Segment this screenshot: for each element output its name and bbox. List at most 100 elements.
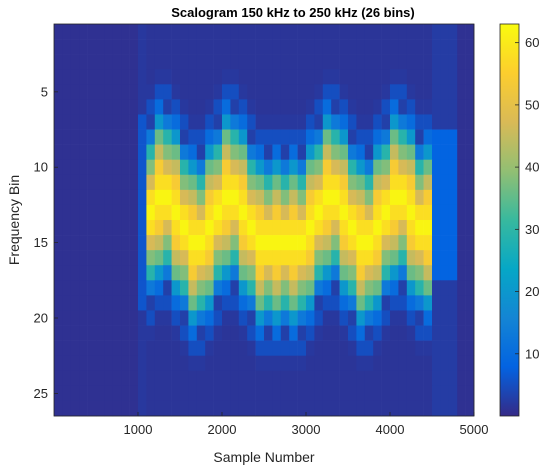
heatmap-cell [138, 174, 147, 191]
heatmap-cell [322, 114, 332, 130]
heatmap-cell [432, 129, 441, 145]
heatmap-cell [423, 355, 433, 372]
heatmap-cell [457, 24, 466, 40]
heatmap-cell [348, 174, 357, 191]
heatmap-cell [138, 355, 147, 372]
heatmap-cell [79, 189, 88, 206]
heatmap-cell [104, 250, 114, 266]
heatmap-cell [180, 174, 189, 191]
heatmap-cell [230, 39, 240, 55]
heatmap-cell [238, 220, 248, 236]
heatmap-cell [163, 84, 172, 100]
heatmap-cell [62, 280, 72, 296]
heatmap-cell [121, 235, 130, 251]
heatmap-cell [180, 39, 189, 55]
heatmap-cell [314, 385, 324, 402]
heatmap-cell [222, 24, 231, 40]
heatmap-cell [272, 400, 282, 417]
heatmap-cell [171, 235, 181, 251]
heatmap-cell [440, 24, 450, 40]
heatmap-cell [448, 39, 458, 55]
heatmap-cell [348, 295, 357, 311]
heatmap-cell [331, 114, 340, 130]
heatmap-cell [188, 174, 198, 191]
heatmap-cell [448, 99, 458, 115]
heatmap-cell [180, 159, 189, 176]
heatmap-cell [96, 39, 105, 55]
heatmap-cell [138, 340, 147, 356]
heatmap-cell [432, 250, 441, 266]
heatmap-cell [163, 39, 172, 55]
heatmap-cell [264, 204, 273, 221]
heatmap-cell [154, 340, 164, 356]
heatmap-cell [322, 204, 332, 221]
heatmap-cell [171, 144, 181, 160]
heatmap-cell [104, 280, 114, 296]
heatmap-cell [373, 159, 382, 176]
heatmap-cell [230, 355, 240, 372]
heatmap-cell [196, 250, 206, 266]
heatmap-cell [364, 99, 374, 115]
heatmap-cell [79, 310, 88, 326]
heatmap-cell [339, 310, 349, 326]
heatmap-cell [96, 144, 105, 160]
heatmap-cell [205, 39, 214, 55]
heatmap-cell [423, 129, 433, 145]
heatmap-cell [331, 189, 340, 206]
heatmap-cell [339, 250, 349, 266]
heatmap-cell [54, 114, 63, 130]
heatmap-cell [255, 159, 265, 176]
heatmap-cell [188, 280, 198, 296]
heatmap-cell [348, 204, 357, 221]
heatmap-cell [121, 144, 130, 160]
heatmap-cell [306, 310, 315, 326]
heatmap-cell [373, 99, 382, 115]
heatmap-cell [247, 325, 256, 341]
heatmap-cell [138, 99, 147, 115]
heatmap-cell [448, 355, 458, 372]
heatmap-cell [264, 310, 273, 326]
heatmap-cell [406, 265, 416, 281]
heatmap-cell [205, 280, 214, 296]
heatmap-cell [373, 280, 382, 296]
heatmap-cell [314, 235, 324, 251]
heatmap-cell [297, 24, 307, 40]
heatmap-cell [96, 220, 105, 236]
heatmap-cell [272, 24, 282, 40]
heatmap-cell [180, 69, 189, 85]
heatmap-cell [247, 370, 256, 387]
heatmap-cell [314, 355, 324, 372]
heatmap-cell [272, 280, 282, 296]
heatmap-cell [465, 220, 475, 236]
heatmap-cell [457, 250, 466, 266]
heatmap-cell [406, 69, 416, 85]
heatmap-cell [112, 355, 122, 372]
heatmap-cell [398, 310, 408, 326]
heatmap-cell [154, 310, 164, 326]
colorbar-tick-label: 50 [525, 97, 539, 112]
heatmap-cell [356, 204, 366, 221]
heatmap-cell [154, 114, 164, 130]
heatmap-cell [398, 24, 408, 40]
heatmap-cell [163, 310, 172, 326]
heatmap-cell [280, 39, 290, 55]
heatmap-cell [230, 295, 240, 311]
heatmap-cell [289, 144, 298, 160]
heatmap-cell [322, 250, 332, 266]
heatmap-cell [121, 99, 130, 115]
heatmap-cell [457, 84, 466, 100]
heatmap-cell [280, 220, 290, 236]
heatmap-cell [289, 385, 298, 402]
heatmap-cell [230, 189, 240, 206]
heatmap-cell [440, 310, 450, 326]
heatmap-cell [62, 355, 72, 372]
heatmap-cell [154, 99, 164, 115]
heatmap-cell [465, 385, 475, 402]
heatmap-cell [70, 310, 80, 326]
heatmap-cell [188, 204, 198, 221]
heatmap-cell [398, 250, 408, 266]
heatmap-cell [112, 159, 122, 176]
heatmap-cell [339, 174, 349, 191]
heatmap-cell [121, 400, 130, 417]
heatmap-cell [297, 310, 307, 326]
